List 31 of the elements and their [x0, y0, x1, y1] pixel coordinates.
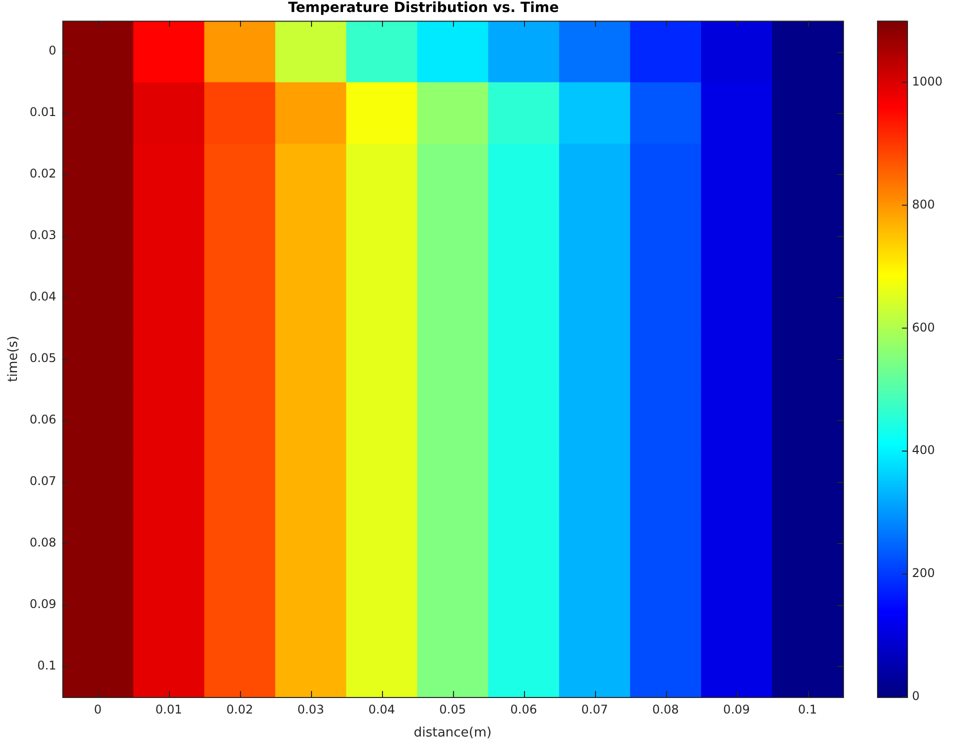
x-tick-label: 0.03: [297, 702, 324, 716]
y-tick-label: 0: [48, 44, 56, 58]
x-tick-label: 0.06: [510, 702, 537, 716]
chart-title: Temperature Distribution vs. Time: [288, 0, 559, 16]
y-tick-label: 0.06: [30, 412, 56, 426]
y-tick-label: 0.03: [30, 228, 56, 242]
y-tick-label: 0.02: [30, 166, 56, 181]
color-bar-label: 600: [912, 320, 935, 334]
x-tick-label: 0.09: [723, 702, 750, 716]
y-tick-label: 0.07: [30, 474, 56, 488]
y-axis-title: time(s): [6, 336, 22, 382]
x-tick-label: 0.01: [155, 702, 182, 716]
color-bar-label: 1000: [912, 74, 943, 88]
x-tick-label: 0: [94, 702, 102, 716]
x-tick-label: 0.02: [226, 702, 254, 716]
x-tick-label: 0.04: [368, 702, 396, 716]
color-bar-label: 0: [912, 689, 920, 704]
y-tick-label: 0.08: [30, 535, 56, 550]
y-tick-label: 0.01: [30, 105, 56, 120]
x-tick-label: 0.07: [581, 702, 608, 716]
x-tick-label: 0.05: [439, 702, 466, 716]
y-tick-label: 0.09: [30, 596, 56, 611]
color-bar-label: 200: [912, 566, 935, 580]
y-tick-label: 0.05: [30, 351, 56, 366]
y-tick-label: 0.04: [30, 290, 56, 304]
x-tick-label: 0.1: [798, 702, 818, 716]
y-tick-label: 0.1: [37, 658, 56, 672]
x-tick-label: 0.08: [652, 702, 679, 716]
x-axis-title: distance(m): [414, 726, 492, 741]
color-bar-label: 400: [912, 443, 935, 458]
color-bar-label: 800: [912, 197, 935, 212]
